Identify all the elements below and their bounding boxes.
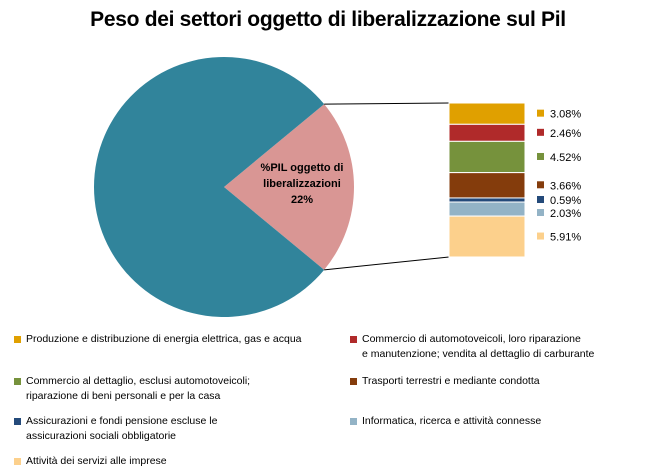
legend-swatch (14, 336, 21, 343)
breakdown-bar (448, 102, 526, 258)
bar-label-swatch (537, 181, 544, 189)
legend-swatch (350, 336, 357, 343)
bar-value-label: 2.46% (550, 128, 581, 140)
breakdown-labels: 3.08% 2.46% 4.52% 3.66% 0.59%2.03% 5.91% (537, 109, 581, 244)
bar-label-swatch (537, 128, 544, 136)
bar-label-swatch (537, 152, 544, 160)
bar-value-label: 3.08% (550, 109, 581, 121)
legend-label: Commercio di automotoveicoli, loro ripar… (362, 332, 656, 362)
legend-label-line: Attività dei servizi alle imprese (26, 455, 167, 467)
legend-label-line: Produzione e distribuzione di energia el… (26, 333, 302, 345)
legend-label: Commercio al dettaglio, esclusi automoto… (26, 374, 321, 404)
pie-slice-label: 22% (291, 194, 313, 206)
bar-segment (448, 123, 526, 142)
legend-label: Informatica, ricerca e attività connesse (362, 414, 656, 429)
legend-label-line: riparazione di beni personali e per la c… (26, 390, 221, 402)
bar-segment (448, 201, 526, 217)
bar-value-label: 4.52% (550, 152, 581, 164)
bar-segment (448, 215, 526, 258)
bar-value-label: 0.59% (550, 195, 581, 207)
legend-label: Assicurazioni e fondi pensione escluse l… (26, 414, 321, 444)
connector-lines (324, 102, 450, 271)
legend-label: Trasporti terrestri e mediante condotta (362, 374, 656, 389)
chart-canvas: %PIL oggetto di liberalizzazioni 22% 3.08%… (93, 56, 581, 317)
chart-title: Peso dei settori oggetto di liberalizzaz… (90, 8, 566, 31)
connector-line (324, 256, 450, 271)
bar-segment (448, 172, 526, 199)
legend-swatch (14, 458, 21, 465)
pie-chart: %PIL oggetto di liberalizzazioni 22% (93, 56, 354, 317)
bar-value-label: 5.91% (550, 232, 581, 244)
legend-label-line: assicurazioni sociali obbligatorie (26, 430, 176, 442)
pie-slice (93, 56, 325, 317)
bar-label-swatch (537, 109, 544, 117)
pie-slice-label: liberalizzazioni (263, 178, 341, 190)
legend-swatch (350, 418, 357, 425)
bar-segment (448, 197, 526, 203)
legend-label-line: Trasporti terrestri e mediante condotta (362, 375, 540, 387)
pie-slice-label: %PIL oggetto di (261, 162, 344, 174)
bar-value-label: 2.03% (550, 208, 581, 220)
bar-segment (448, 140, 526, 174)
bar-label-swatch (537, 232, 544, 240)
legend-label-line: Assicurazioni e fondi pensione escluse l… (26, 415, 218, 427)
bar-label-swatch (537, 209, 544, 217)
bar-label-swatch (537, 196, 544, 204)
legend-swatch (350, 378, 357, 385)
legend-label-line: Informatica, ricerca e attività connesse (362, 415, 542, 427)
connector-line (324, 102, 450, 105)
bar-value-label: 3.66% (550, 180, 581, 192)
legend-swatch (14, 378, 21, 385)
legend-label: Attività dei servizi alle imprese (26, 454, 321, 469)
legend-label-line: Commercio al dettaglio, esclusi automoto… (26, 375, 251, 387)
legend: Produzione e distribuzione di energia el… (0, 326, 656, 472)
legend-label-line: e manutenzione; vendita al dettaglio di … (362, 348, 595, 360)
pie-slice (224, 104, 354, 270)
legend-label-line: Commercio di automotoveicoli, loro ripar… (362, 333, 581, 345)
bar-segment (448, 102, 526, 125)
legend-label: Produzione e distribuzione di energia el… (26, 332, 321, 347)
legend-swatch (14, 418, 21, 425)
